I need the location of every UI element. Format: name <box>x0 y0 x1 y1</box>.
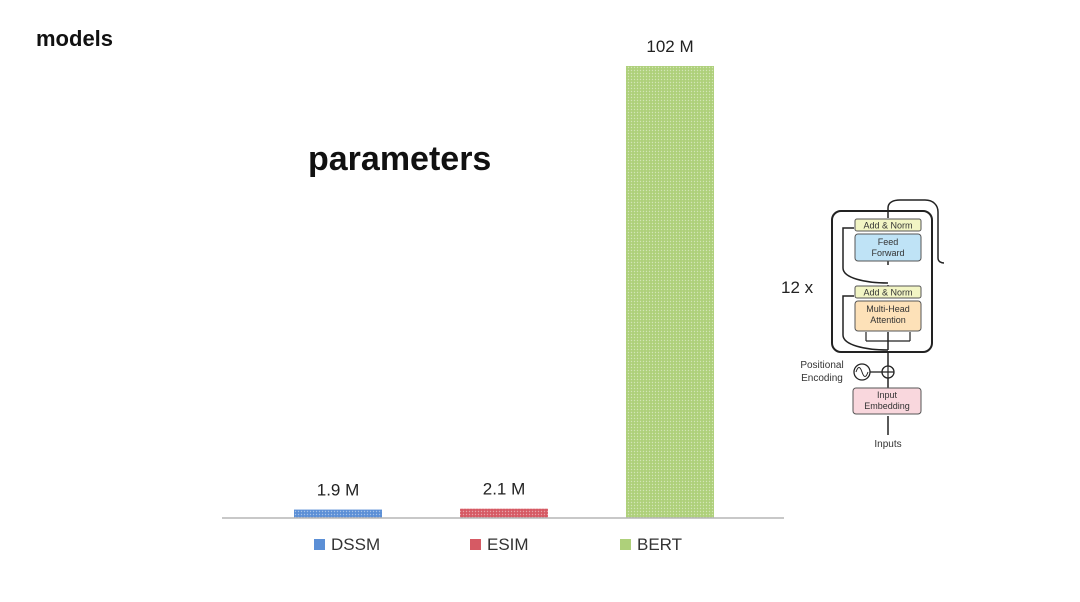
bar-texture-esim <box>460 508 548 518</box>
value-label-dssm: 1.9 M <box>317 481 360 500</box>
legend-swatch-esim <box>470 539 481 550</box>
attention-box <box>854 300 922 332</box>
input-embedding-label-line1: Input <box>877 390 898 400</box>
legend-swatch-bert <box>620 539 631 550</box>
attention-label-line1: Multi-Head <box>866 304 910 314</box>
chart-title: parameters <box>308 140 492 178</box>
input-embedding-label-line2: Embedding <box>864 401 910 411</box>
add-norm-top-label: Add & Norm <box>863 221 912 231</box>
attention-label-line2: Attention <box>870 315 906 325</box>
repeat-multiplier: 12 x <box>781 278 814 297</box>
bar-texture-dssm <box>294 509 382 518</box>
add-norm-bottom-label: Add & Norm <box>863 288 912 298</box>
legend-label-esim: ESIM <box>487 535 529 554</box>
encoder-block-border <box>831 210 933 353</box>
inputs-label: Inputs <box>874 439 901 450</box>
legend-swatch-dssm <box>314 539 325 550</box>
corner-label: models <box>36 26 114 51</box>
feed-forward-label-line2: Forward <box>871 248 904 258</box>
value-label-esim: 2.1 M <box>483 480 526 499</box>
input-embedding-box <box>852 387 922 415</box>
bar-texture-bert <box>626 66 714 518</box>
legend-label-bert: BERT <box>637 535 682 554</box>
feed-forward-label-line1: Feed <box>878 237 899 247</box>
positional-encoding-label-line2: Encoding <box>801 373 843 384</box>
positional-encoding-label-line1: Positional <box>800 360 843 371</box>
add-norm-top-box <box>854 218 922 232</box>
add-norm-bottom-box <box>854 285 922 299</box>
feed-forward-box <box>854 233 922 262</box>
legend-label-dssm: DSSM <box>331 535 380 554</box>
value-label-bert: 102 M <box>646 37 693 56</box>
